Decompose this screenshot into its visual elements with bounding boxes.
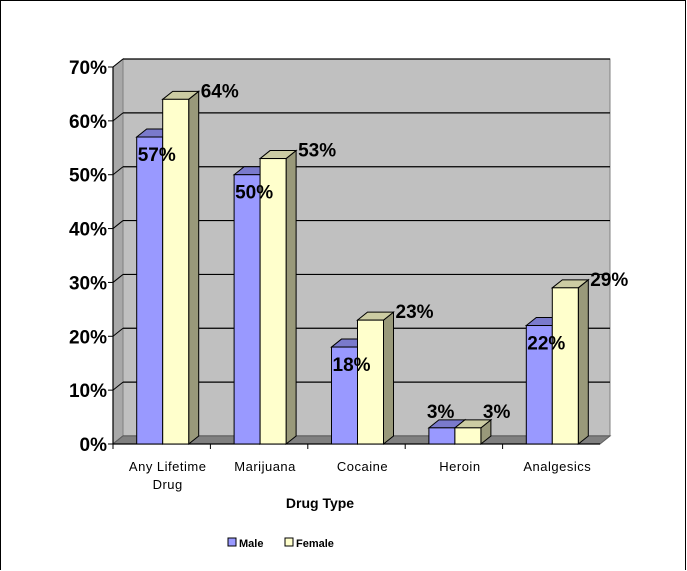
data-label-male-3: 3% <box>427 402 455 423</box>
data-label-female-2: 23% <box>396 302 434 323</box>
bar-female-0-side <box>188 90 200 446</box>
data-label-female-4: 29% <box>590 270 628 291</box>
data-label-female-3: 3% <box>483 402 511 423</box>
x-tick-label-1: Marijuana <box>234 459 296 474</box>
x-tick-label-0: Any Lifetime <box>129 459 207 474</box>
data-label-male-4: 22% <box>527 334 565 355</box>
data-label-male-0: 57% <box>138 145 176 166</box>
x-tick-label-3: Heroin <box>439 459 480 474</box>
y-tick-label-1: 10% <box>69 381 107 402</box>
gridline-side-2 <box>112 327 124 337</box>
x-tick-label-0-line-1: Drug <box>153 477 183 492</box>
bar-female-1 <box>259 158 287 445</box>
bar-female-3 <box>454 427 482 445</box>
data-label-male-2: 18% <box>333 355 371 376</box>
y-tick-label-3: 30% <box>69 273 107 294</box>
bar-male-1 <box>233 174 261 445</box>
legend-label-male: Male <box>239 538 263 550</box>
x-axis-title: Drug Type <box>286 495 354 511</box>
gridline-side-4 <box>112 220 124 229</box>
legend-label-female: Female <box>296 538 334 550</box>
gridline-side-6 <box>112 112 124 122</box>
x-tick-label-4: Analgesics <box>523 459 591 474</box>
bar-female-2 <box>357 319 384 445</box>
bar-female-1-side <box>285 149 297 446</box>
y-tick-label-7: 70% <box>69 58 107 79</box>
legend: Male Female <box>227 537 334 550</box>
gridline-side-7 <box>112 58 124 68</box>
bar-female-4 <box>551 287 579 445</box>
y-tick-label-0: 0% <box>80 435 108 456</box>
data-label-male-1: 50% <box>235 183 273 204</box>
gridline-side-3 <box>112 274 124 283</box>
y-tick-label-4: 40% <box>69 220 107 241</box>
data-label-female-0: 64% <box>201 81 239 102</box>
y-tick-label-6: 60% <box>69 112 107 133</box>
legend-swatch-male <box>227 537 237 547</box>
legend-swatch-female <box>284 537 294 547</box>
y-tick-label-5: 50% <box>69 166 107 187</box>
bar-male-0 <box>136 136 164 445</box>
bar-female-0 <box>162 98 190 445</box>
gridline-side-5 <box>112 166 124 176</box>
bar-female-2-side <box>383 311 394 446</box>
data-label-female-1: 53% <box>298 141 336 162</box>
bar-male-3 <box>428 427 456 445</box>
y-tick-label-2: 20% <box>69 327 107 348</box>
bar-female-4-side <box>577 278 589 446</box>
x-tick-label-2: Cocaine <box>337 459 388 474</box>
gridline-side-1 <box>112 381 124 391</box>
bar-male-2 <box>331 346 358 445</box>
